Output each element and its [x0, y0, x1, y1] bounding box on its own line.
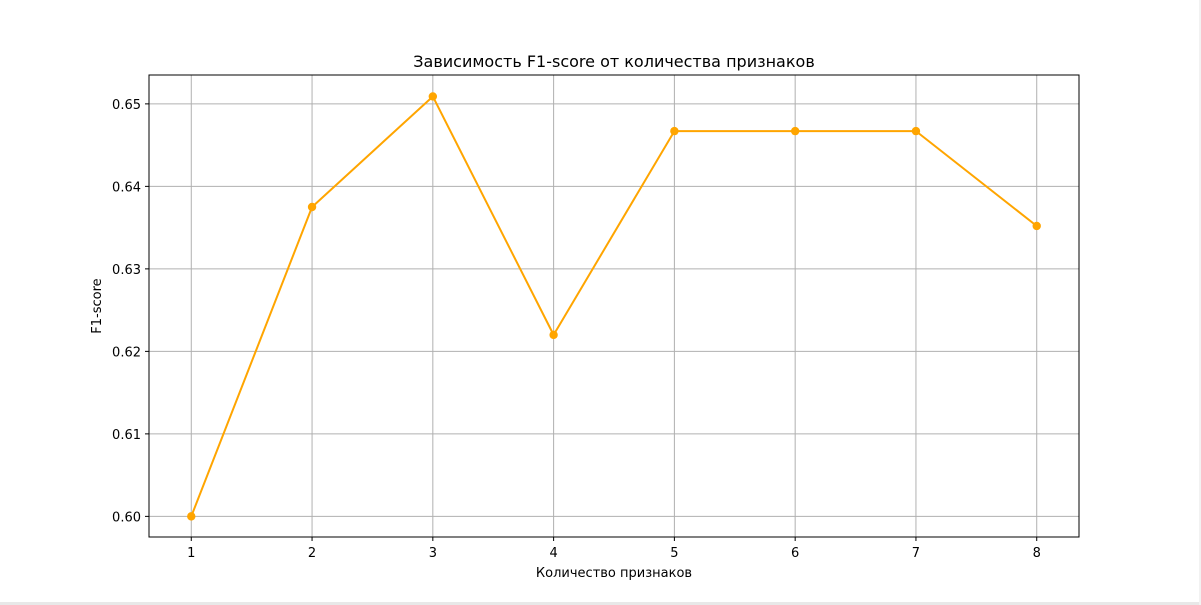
y-tick-label: 0.62	[112, 345, 141, 360]
plot-frame	[148, 74, 1080, 538]
plot-area	[149, 75, 1079, 537]
x-tick-label: 7	[912, 546, 920, 561]
x-tick-label: 1	[187, 546, 195, 561]
y-tick-label: 0.61	[112, 428, 141, 443]
y-tick-label: 0.60	[112, 510, 141, 525]
series-line	[190, 95, 1038, 517]
x-tick-label: 6	[791, 546, 799, 561]
data-point	[670, 126, 679, 136]
window-right-edge	[1199, 0, 1201, 605]
data-point	[187, 512, 196, 521]
data-point	[790, 126, 800, 136]
y-axis-label: F1-score	[90, 278, 105, 333]
x-tick-label: 3	[429, 546, 437, 561]
series-layer	[187, 92, 1041, 521]
data-point	[1032, 221, 1041, 231]
window-bottom-edge	[0, 602, 1201, 605]
grid	[149, 75, 1079, 537]
y-axis: 0.60 0.61 0.62 0.63 0.64 0.65	[112, 98, 149, 525]
x-tick-label: 4	[549, 546, 557, 561]
y-tick-label: 0.65	[112, 98, 141, 113]
x-axis: 1 2 3 4 5 6 7 8	[187, 537, 1041, 561]
data-point	[549, 330, 558, 340]
x-tick-label: 8	[1033, 546, 1041, 561]
x-axis-label: Количество признаков	[536, 566, 692, 581]
x-tick-label: 5	[670, 546, 678, 561]
y-tick-label: 0.64	[112, 180, 141, 195]
x-tick-label: 2	[308, 546, 316, 561]
data-point	[307, 202, 317, 212]
data-point	[911, 126, 921, 136]
chart-title: Зависимость F1-score от количества призн…	[413, 52, 815, 71]
y-tick-label: 0.63	[112, 263, 141, 278]
data-point	[428, 92, 438, 101]
